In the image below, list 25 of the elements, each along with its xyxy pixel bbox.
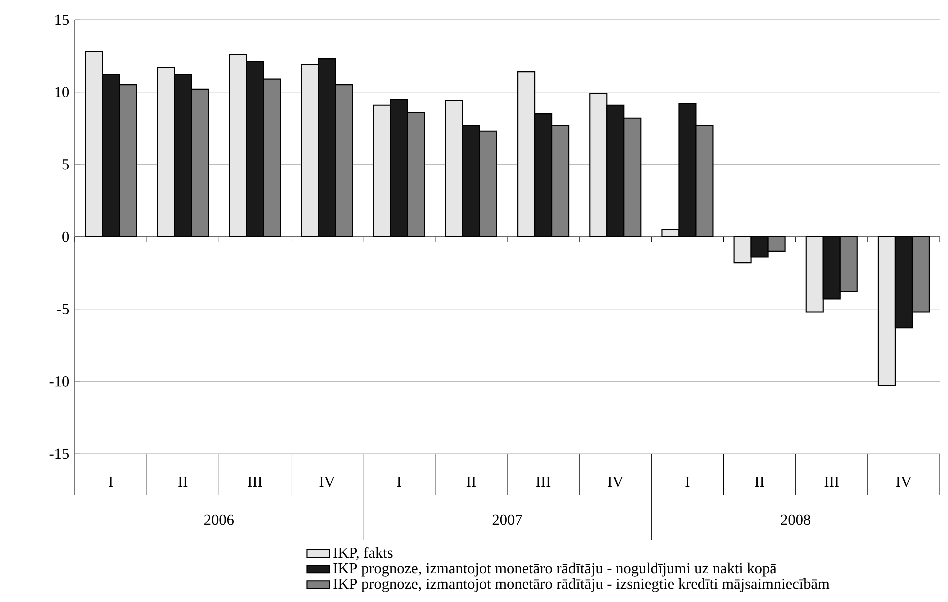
text: 2006 [204,514,234,526]
legend-label: IKP prognoze, izmantojot monetāro rādītāju - noguldījumi uz nakti kopā [334,562,777,577]
y-tick-label: -5 [57,304,70,314]
x-tick-label: IV [608,477,624,488]
x-tick-label: IV [896,477,912,488]
legend-label: IKP, fakts [334,547,393,560]
x-tick-label: III [824,477,839,488]
x-tick-label: IV [320,477,336,488]
y-tick-label: 0 [62,232,70,242]
text: 2008 [781,514,811,526]
y-tick-label: 10 [56,87,70,98]
x-tick-label: II [466,477,476,488]
legend-label: IKP prognoze, izmantojot monetāro rādītāju - izsniegtie kredīti mājsaimniecībām [334,578,830,592]
y-tick-label: 15 [56,14,70,26]
x-tick-label: III [248,477,262,488]
x-tick-label: II [178,477,188,488]
y-tick-label: -10 [50,376,70,387]
y-tick-label: -15 [50,448,70,460]
x-tick-label: III [536,477,551,488]
x-tick-label: II [755,477,764,488]
x-tick-label: I [686,477,690,488]
y-tick-label: 5 [62,160,70,170]
x-tick-label: I [109,477,114,488]
text: 2007 [492,514,522,526]
x-tick-label: I [397,477,402,488]
